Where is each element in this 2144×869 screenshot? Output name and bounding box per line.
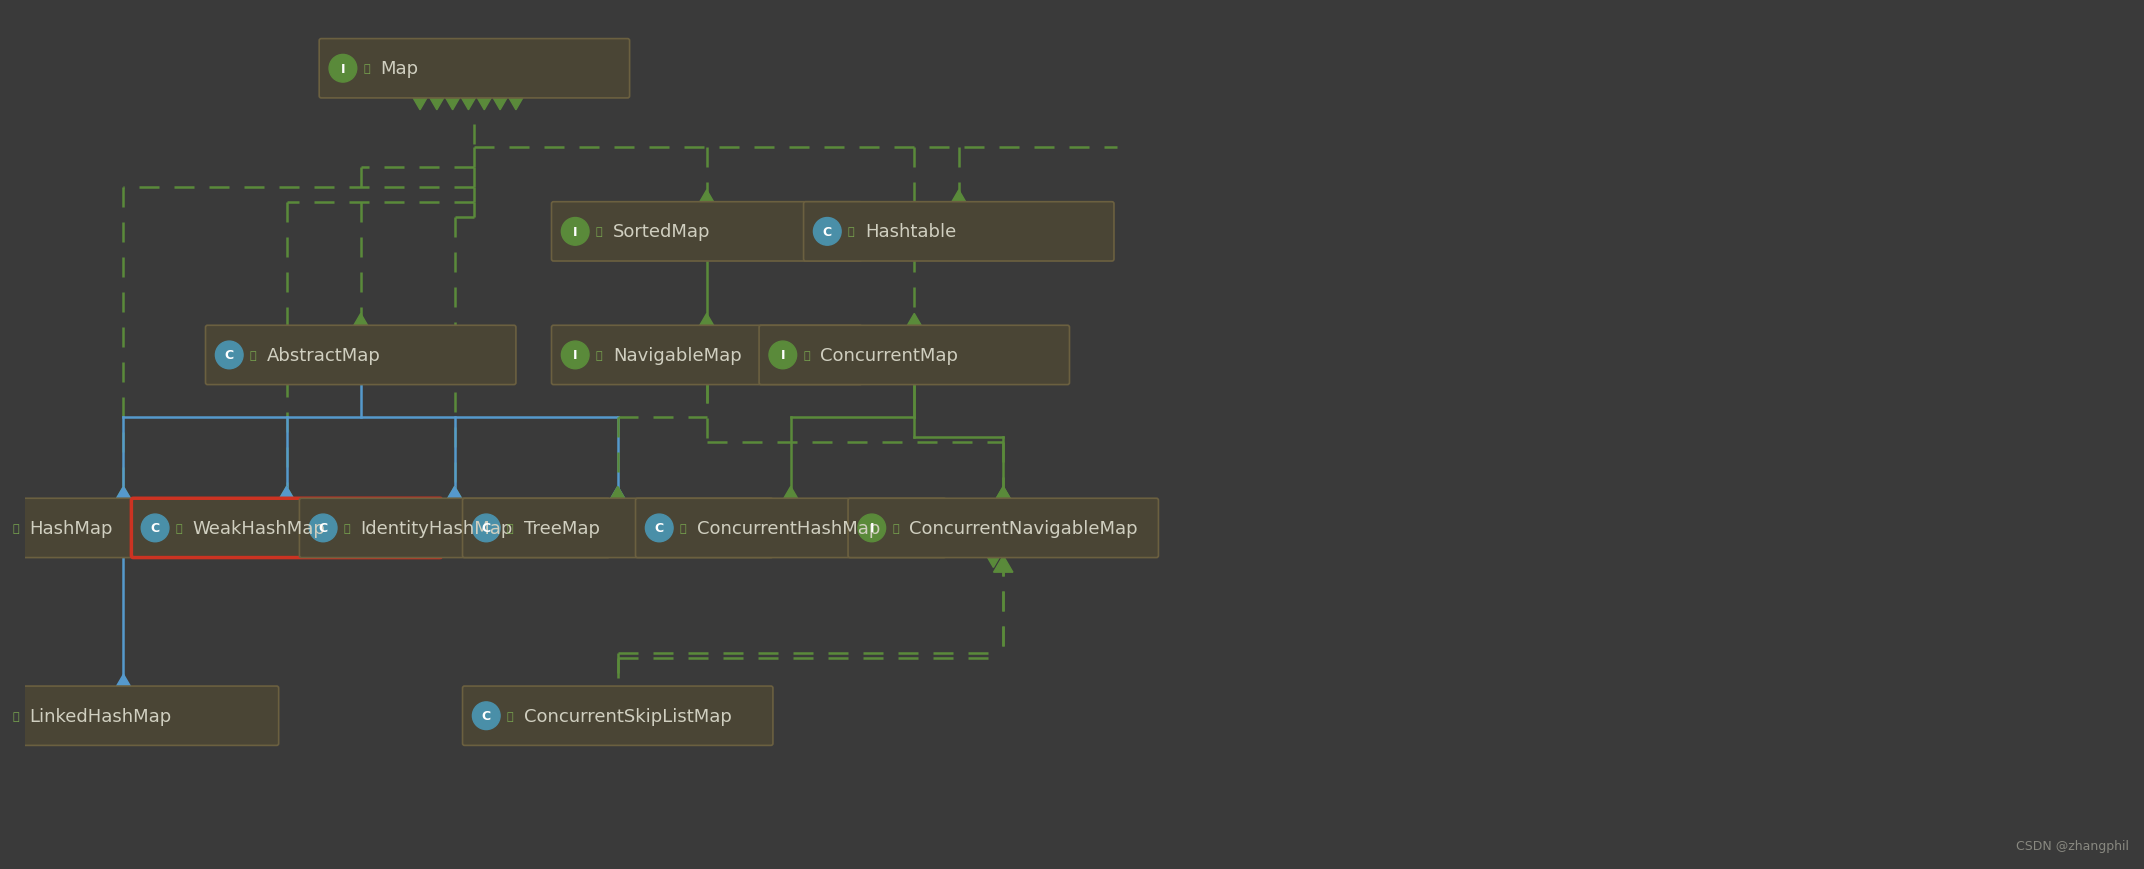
FancyBboxPatch shape (206, 326, 517, 385)
Circle shape (562, 218, 590, 246)
Polygon shape (446, 487, 465, 503)
FancyBboxPatch shape (463, 687, 774, 746)
Polygon shape (431, 99, 444, 110)
Polygon shape (114, 487, 133, 503)
Polygon shape (114, 487, 133, 503)
Text: I: I (870, 521, 875, 534)
Text: 🔑: 🔑 (362, 64, 371, 74)
Polygon shape (277, 487, 296, 503)
Text: CSDN @zhangphil: CSDN @zhangphil (2015, 839, 2129, 852)
Text: HashMap: HashMap (30, 520, 114, 537)
Polygon shape (414, 99, 427, 110)
Text: WeakHashMap: WeakHashMap (193, 520, 326, 537)
Polygon shape (446, 487, 465, 503)
Text: C: C (654, 521, 665, 534)
Text: I: I (341, 63, 345, 76)
Polygon shape (993, 556, 1012, 573)
Text: NavigableMap: NavigableMap (613, 347, 742, 364)
Text: 🔑: 🔑 (343, 523, 349, 534)
FancyBboxPatch shape (0, 687, 279, 746)
Text: 🔑: 🔑 (506, 523, 512, 534)
Text: ConcurrentNavigableMap: ConcurrentNavigableMap (909, 520, 1138, 537)
Circle shape (858, 514, 885, 542)
Text: 🔑: 🔑 (506, 711, 512, 721)
FancyBboxPatch shape (849, 499, 1158, 558)
Text: ConcurrentHashMap: ConcurrentHashMap (697, 520, 881, 537)
Circle shape (214, 342, 242, 369)
FancyBboxPatch shape (131, 499, 442, 558)
Text: Map: Map (379, 60, 418, 78)
Circle shape (770, 342, 798, 369)
Text: C: C (225, 349, 234, 362)
FancyBboxPatch shape (635, 499, 946, 558)
Text: ConcurrentSkipListMap: ConcurrentSkipListMap (523, 706, 731, 725)
FancyBboxPatch shape (551, 326, 862, 385)
Text: I: I (572, 349, 577, 362)
Text: IdentityHashMap: IdentityHashMap (360, 520, 512, 537)
Text: TreeMap: TreeMap (523, 520, 600, 537)
Circle shape (309, 514, 337, 542)
Text: I: I (572, 226, 577, 239)
Polygon shape (609, 487, 628, 503)
Polygon shape (446, 99, 459, 110)
Polygon shape (905, 314, 924, 330)
Text: SortedMap: SortedMap (613, 223, 710, 241)
Polygon shape (697, 314, 716, 330)
Polygon shape (114, 674, 133, 691)
Text: 🔑: 🔑 (804, 350, 810, 361)
Text: C: C (319, 521, 328, 534)
Text: 🔑: 🔑 (892, 523, 898, 534)
FancyBboxPatch shape (759, 326, 1070, 385)
Polygon shape (993, 487, 1012, 503)
Text: 🔑: 🔑 (847, 227, 853, 237)
Polygon shape (609, 487, 628, 503)
Polygon shape (986, 556, 1001, 567)
FancyBboxPatch shape (804, 202, 1115, 262)
Circle shape (328, 56, 356, 83)
Text: 🔑: 🔑 (596, 350, 602, 361)
Polygon shape (950, 190, 969, 207)
Circle shape (813, 218, 840, 246)
Text: 🔑: 🔑 (596, 227, 602, 237)
Text: 🔑: 🔑 (249, 350, 257, 361)
Text: LinkedHashMap: LinkedHashMap (30, 706, 172, 725)
Text: I: I (780, 349, 785, 362)
Polygon shape (780, 487, 800, 503)
Polygon shape (993, 487, 1012, 503)
Text: C: C (823, 226, 832, 239)
FancyBboxPatch shape (0, 499, 279, 558)
Circle shape (472, 514, 500, 542)
Circle shape (645, 514, 673, 542)
Polygon shape (352, 314, 371, 330)
Text: 🔑: 🔑 (13, 523, 19, 534)
Text: C: C (482, 709, 491, 722)
Text: 🔑: 🔑 (680, 523, 686, 534)
Circle shape (562, 342, 590, 369)
Text: 🔑: 🔑 (13, 711, 19, 721)
Text: AbstractMap: AbstractMap (266, 347, 382, 364)
FancyBboxPatch shape (319, 40, 630, 99)
Circle shape (472, 702, 500, 730)
Circle shape (0, 514, 6, 542)
Text: ConcurrentMap: ConcurrentMap (821, 347, 958, 364)
Polygon shape (697, 190, 716, 207)
Text: C: C (150, 521, 159, 534)
Circle shape (0, 702, 6, 730)
Polygon shape (478, 99, 491, 110)
Polygon shape (493, 99, 506, 110)
Text: Hashtable: Hashtable (864, 223, 956, 241)
FancyBboxPatch shape (300, 499, 609, 558)
FancyBboxPatch shape (463, 499, 774, 558)
FancyBboxPatch shape (551, 202, 862, 262)
Polygon shape (277, 487, 296, 503)
Circle shape (142, 514, 169, 542)
Text: 🔑: 🔑 (176, 523, 182, 534)
Polygon shape (461, 99, 476, 110)
Polygon shape (508, 99, 523, 110)
Text: C: C (482, 521, 491, 534)
